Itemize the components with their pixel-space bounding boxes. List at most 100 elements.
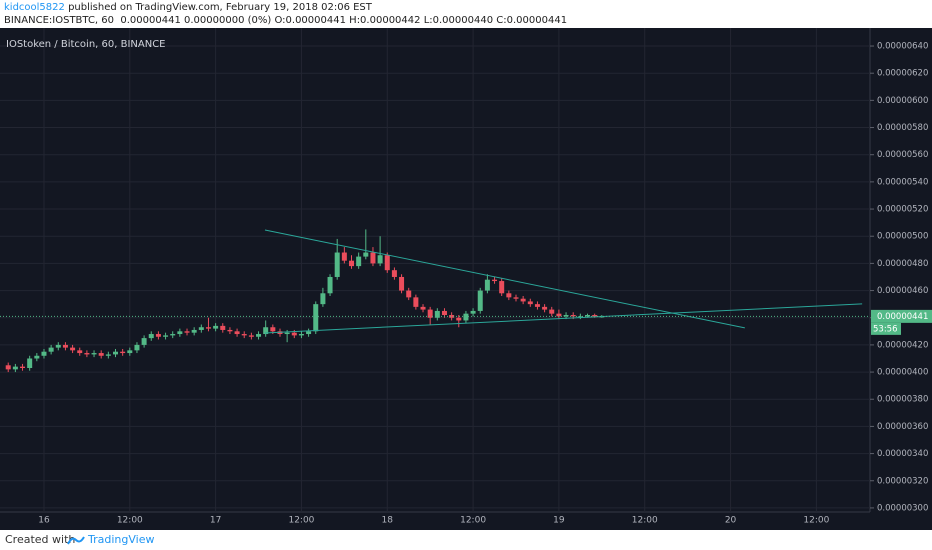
candle-body bbox=[127, 350, 133, 354]
candle-body bbox=[213, 325, 219, 329]
candle-body bbox=[534, 304, 540, 307]
change: 0.00000441 0.00000000 (0%) bbox=[120, 15, 272, 26]
y-tick-label: 0.00000300 bbox=[877, 503, 928, 513]
candle-body bbox=[284, 332, 290, 335]
candle-body bbox=[163, 335, 169, 337]
plot-background bbox=[0, 28, 932, 530]
author[interactable]: kidcool5822 bbox=[4, 2, 65, 13]
candle-body bbox=[556, 313, 562, 317]
candle-body bbox=[449, 315, 455, 318]
published: published on TradingView.com, February 1… bbox=[64, 2, 372, 13]
candle-body bbox=[484, 279, 490, 291]
y-tick-label: 0.00000420 bbox=[877, 340, 928, 350]
countdown: 53:56 bbox=[873, 324, 898, 334]
candle-body bbox=[105, 354, 111, 356]
x-tick-label: 12:00 bbox=[460, 516, 486, 526]
y-tick-label: 0.00000380 bbox=[877, 395, 928, 405]
y-tick-label: 0.00000540 bbox=[877, 177, 928, 187]
candle-body bbox=[370, 252, 376, 264]
candle-body bbox=[141, 338, 147, 345]
candle-body bbox=[585, 315, 591, 317]
y-tick-label: 0.00000640 bbox=[877, 42, 928, 52]
candle-body bbox=[406, 290, 412, 298]
candle-body bbox=[570, 315, 576, 317]
chart-title: IOStoken / Bitcoin, 60, BINANCE bbox=[6, 39, 166, 50]
y-tick-label: 0.00000400 bbox=[877, 368, 928, 378]
candle-body bbox=[198, 327, 204, 330]
candle-body bbox=[463, 313, 469, 321]
y-tick-label: 0.00000480 bbox=[877, 259, 928, 269]
logo bbox=[67, 536, 85, 545]
candle-body bbox=[434, 310, 440, 318]
candle-body bbox=[98, 353, 104, 356]
candle-body bbox=[420, 306, 426, 310]
candle-body bbox=[577, 316, 583, 318]
candle-body bbox=[341, 252, 347, 261]
candle-body bbox=[563, 315, 569, 317]
trendline bbox=[264, 229, 745, 329]
candle-body bbox=[520, 298, 526, 302]
y-tick-label: 0.00000580 bbox=[877, 123, 928, 133]
candle-body bbox=[62, 344, 68, 348]
ohlc-close: C:0.00000441 bbox=[496, 15, 568, 26]
candle-body bbox=[427, 309, 433, 318]
candle-body bbox=[91, 353, 97, 355]
candle-body bbox=[363, 252, 369, 257]
candle-body bbox=[70, 347, 76, 351]
candle-body bbox=[134, 344, 140, 351]
candle-body bbox=[499, 281, 505, 294]
candle-body bbox=[27, 358, 33, 368]
candle-body bbox=[84, 353, 90, 355]
candle-body bbox=[241, 334, 247, 336]
created-with: Created with bbox=[5, 533, 76, 546]
x-tick-label: 19 bbox=[553, 516, 565, 526]
candle-body bbox=[220, 325, 226, 330]
trendline bbox=[264, 303, 863, 334]
x-tick-label: 12:00 bbox=[117, 516, 143, 526]
candle-body bbox=[527, 301, 533, 305]
x-tick-label: 16 bbox=[38, 516, 50, 526]
y-tick-label: 0.00000460 bbox=[877, 286, 928, 296]
candle-body bbox=[391, 270, 397, 277]
candle-body bbox=[356, 256, 362, 267]
candle-body bbox=[205, 327, 211, 329]
candle-body bbox=[248, 335, 254, 337]
candle-body bbox=[234, 331, 240, 335]
candle-body bbox=[34, 355, 40, 359]
candle-body bbox=[227, 329, 233, 332]
candle-body bbox=[477, 290, 483, 311]
candle-body bbox=[349, 260, 355, 267]
countdown-box bbox=[871, 322, 901, 335]
chart: 0.00000300 0.00000320 0.00000340 0.00000360… bbox=[0, 28, 932, 530]
candle-body bbox=[191, 329, 197, 333]
candle-body bbox=[377, 255, 383, 264]
footer: Created with TradingView bbox=[0, 530, 932, 550]
ohlc-low: L:0.00000440 bbox=[423, 15, 494, 26]
y-tick-label: 0.00000360 bbox=[877, 422, 928, 432]
candle-body bbox=[263, 327, 269, 335]
x-tick-label: 12:00 bbox=[288, 516, 314, 526]
x-tick-label: 17 bbox=[210, 516, 221, 526]
y-tick-label: 0.00000560 bbox=[877, 150, 928, 160]
candle-body bbox=[320, 293, 326, 305]
candle-body bbox=[77, 350, 83, 354]
candle-body bbox=[12, 366, 18, 370]
candle-body bbox=[5, 365, 11, 370]
candle-body bbox=[399, 276, 405, 291]
symbol: BINANCE:IOSTBTC, 60 bbox=[4, 15, 115, 26]
candle-body bbox=[41, 351, 47, 356]
candle-body bbox=[48, 347, 54, 352]
candle-body bbox=[327, 276, 333, 294]
brand[interactable]: TradingView bbox=[88, 533, 155, 546]
candle-body bbox=[270, 327, 276, 332]
candle-body bbox=[298, 334, 304, 336]
y-tick-label: 0.00000600 bbox=[877, 96, 928, 106]
candle-body bbox=[177, 331, 183, 335]
candle-body bbox=[542, 306, 548, 310]
y-tick-label: 0.00000620 bbox=[877, 69, 928, 79]
candle-body bbox=[291, 332, 297, 336]
candle-body bbox=[456, 317, 462, 321]
header-line: kidcool5822 published on TradingView.com… bbox=[4, 2, 372, 13]
candle-body bbox=[413, 297, 419, 307]
